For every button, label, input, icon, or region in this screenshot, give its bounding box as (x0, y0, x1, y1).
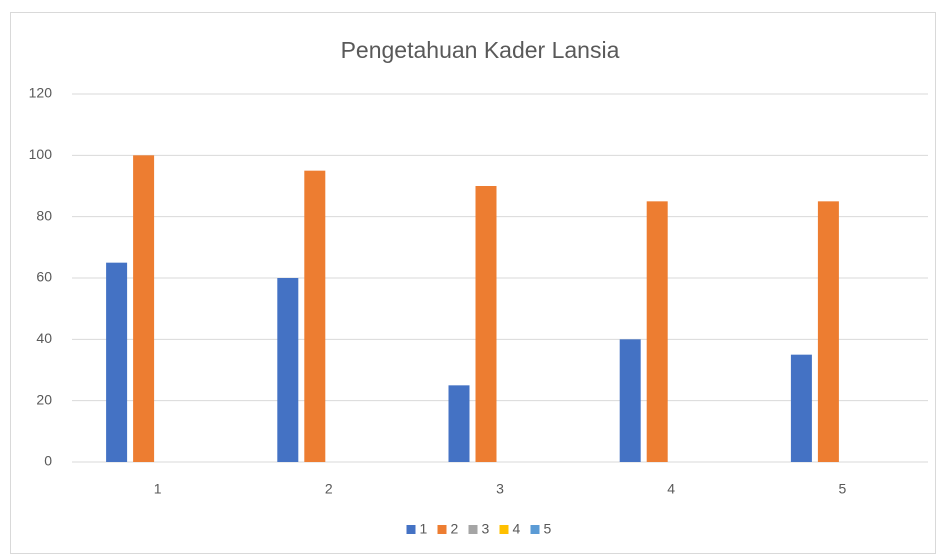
x-tick-label: 1 (154, 481, 162, 497)
bar (790, 354, 812, 462)
bar (619, 339, 641, 462)
x-tick-label: 2 (325, 481, 333, 497)
legend-swatch (468, 525, 478, 534)
bar (646, 201, 668, 463)
legend-label: 3 (482, 521, 490, 537)
legend-label: 1 (420, 521, 428, 537)
legend-label: 5 (544, 521, 552, 537)
legend-label: 4 (513, 521, 521, 537)
legend-swatch (530, 525, 540, 534)
y-tick-label: 20 (36, 391, 52, 407)
y-tick-label: 80 (36, 207, 52, 223)
legend-swatch (437, 525, 447, 534)
bar (448, 385, 470, 462)
legend-swatch (499, 525, 509, 534)
x-tick-label: 4 (667, 481, 675, 497)
bar (133, 155, 155, 463)
y-tick-label: 0 (44, 453, 52, 469)
legend-swatch (406, 525, 416, 534)
chart-title: Pengetahuan Kader Lansia (341, 37, 620, 63)
legend-label: 2 (451, 521, 459, 537)
bar (475, 186, 497, 462)
y-tick-label: 40 (36, 330, 52, 346)
x-tick-label: 3 (496, 481, 504, 497)
y-tick-label: 100 (29, 146, 53, 162)
bar (277, 278, 299, 462)
y-tick-label: 120 (29, 85, 53, 101)
x-tick-label: 5 (839, 481, 847, 497)
y-tick-label: 60 (36, 269, 52, 285)
bar (304, 170, 326, 462)
bar (817, 201, 839, 463)
chart-border (10, 12, 936, 554)
bar (106, 262, 128, 462)
